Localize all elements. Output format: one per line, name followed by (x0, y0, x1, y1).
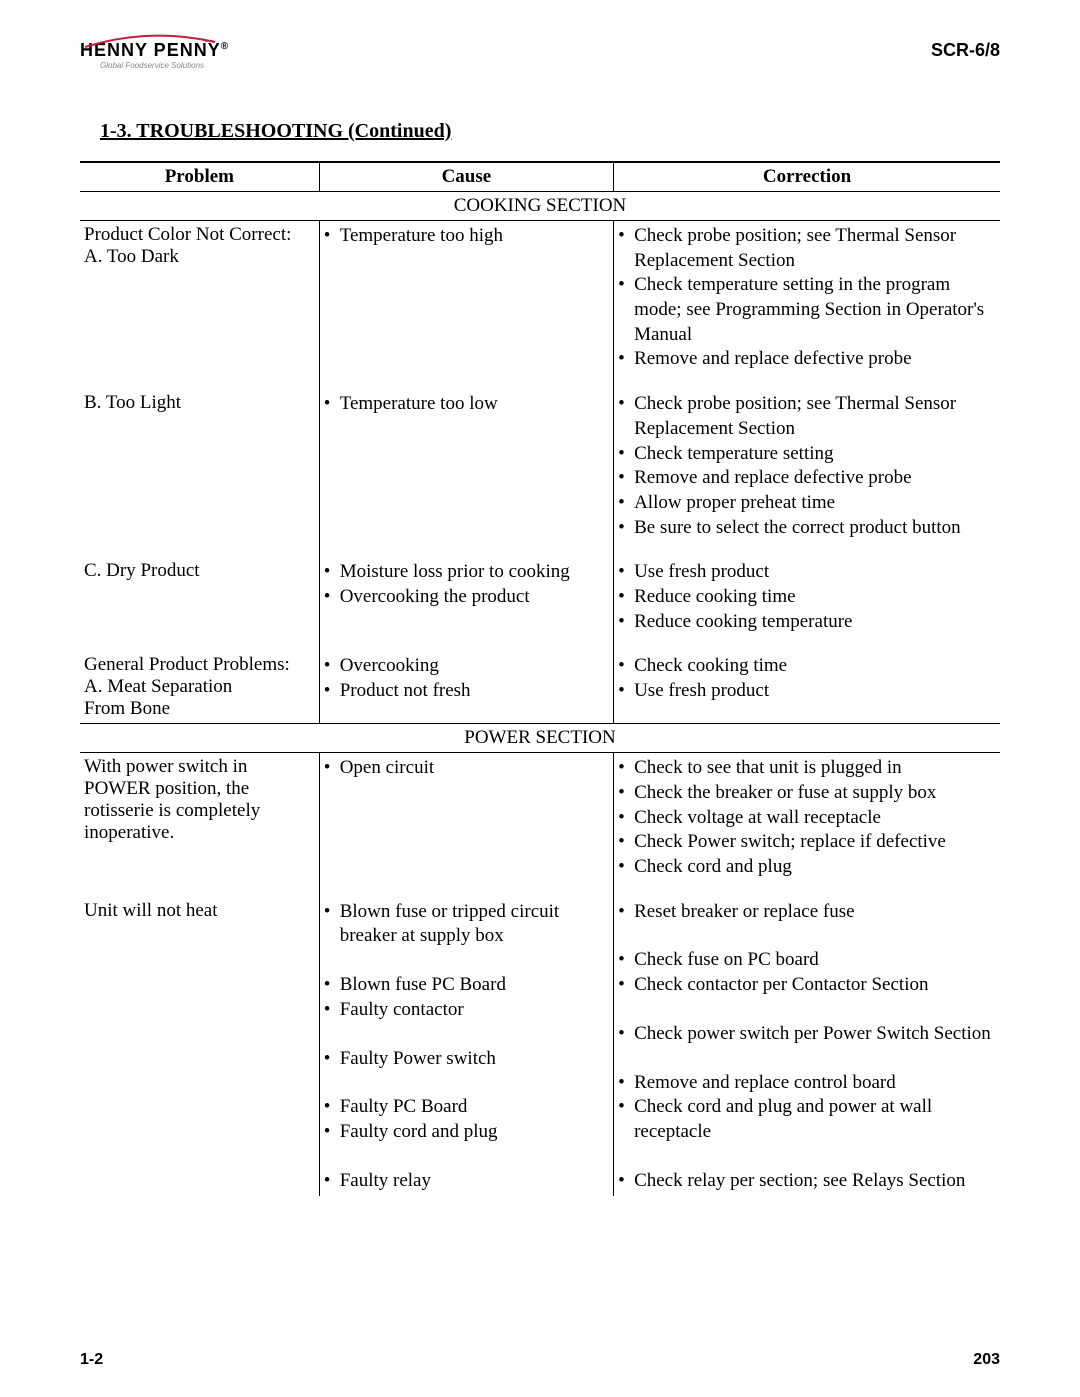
list-item: Check temperature setting (618, 442, 996, 467)
logo-name: HENNY PENNY® (80, 40, 229, 61)
list-item: Check relay per section; see Relays Sect… (618, 1169, 996, 1194)
document-code: SCR-6/8 (931, 40, 1000, 61)
correction-list: Check probe position; see Thermal Sensor… (618, 224, 996, 372)
page-title: 1-3. TROUBLESHOOTING (Continued) (100, 120, 1000, 143)
problem-cell: With power switch in POWER position, the… (80, 753, 319, 883)
cause-cell: Temperature too low (319, 389, 613, 543)
list-item: Use fresh product (618, 679, 996, 704)
list-item: Blown fuse PC Board (324, 973, 609, 998)
cause-list: OvercookingProduct not fresh (324, 654, 609, 703)
list-item: Faulty contactor (324, 998, 609, 1023)
cause-cell: Temperature too high (319, 221, 613, 376)
section-name: POWER SECTION (80, 724, 1000, 753)
list-item: Check fuse on PC board (618, 948, 996, 973)
list-item: Check Power switch; replace if defective (618, 830, 996, 855)
list-item: Temperature too high (324, 224, 609, 249)
spacer-row (80, 637, 1000, 651)
correction-list: Reset breaker or replace fuse Check fuse … (618, 900, 996, 1194)
list-item: Check power switch per Power Switch Sect… (618, 1022, 996, 1047)
col-header-problem: Problem (80, 162, 319, 192)
list-item: Open circuit (324, 756, 609, 781)
list-item: Remove and replace defective probe (618, 466, 996, 491)
cause-cell: Moisture loss prior to cookingOvercookin… (319, 557, 613, 637)
correction-list: Check probe position; see Thermal Sensor… (618, 392, 996, 540)
problem-cell: C. Dry Product (80, 557, 319, 637)
list-item: Reset breaker or replace fuse (618, 900, 996, 925)
list-item: Check probe position; see Thermal Sensor… (618, 224, 996, 273)
page-header: HENNY PENNY® Global Foodservice Solution… (80, 40, 1000, 70)
section-header-row: POWER SECTION (80, 724, 1000, 753)
footer-left: 1-2 (80, 1351, 103, 1369)
list-item: Faulty Power switch (324, 1047, 609, 1072)
list-item: Check cord and plug and power at wall re… (618, 1095, 996, 1144)
table-row: C. Dry ProductMoisture loss prior to coo… (80, 557, 1000, 637)
list-item: Reduce cooking temperature (618, 610, 996, 635)
list-item: Overcooking the product (324, 585, 609, 610)
list-item: Moisture loss prior to cooking (324, 560, 609, 585)
logo-tagline: Global Foodservice Solutions (100, 61, 229, 70)
cause-list: Moisture loss prior to cookingOvercookin… (324, 560, 609, 609)
col-header-cause: Cause (319, 162, 613, 192)
spacer-row (80, 375, 1000, 389)
correction-cell: Check to see that unit is plugged inChec… (614, 753, 1000, 883)
list-item: Check to see that unit is plugged in (618, 756, 996, 781)
correction-list: Use fresh productReduce cooking timeRedu… (618, 560, 996, 634)
list-item: Remove and replace control board (618, 1071, 996, 1096)
list-item: Faulty cord and plug (324, 1120, 609, 1145)
correction-list: Check cooking timeUse fresh product (618, 654, 996, 703)
list-item: Overcooking (324, 654, 609, 679)
list-item: Use fresh product (618, 560, 996, 585)
cause-list: Temperature too high (324, 224, 609, 249)
problem-cell: B. Too Light (80, 389, 319, 543)
correction-cell: Check cooking timeUse fresh product (614, 651, 1000, 724)
table-row: Product Color Not Correct: A. Too DarkTe… (80, 221, 1000, 376)
problem-cell: Unit will not heat (80, 897, 319, 1197)
cause-cell: OvercookingProduct not fresh (319, 651, 613, 724)
list-item: Faulty PC Board (324, 1095, 609, 1120)
spacer-row (80, 883, 1000, 897)
list-item: Check cooking time (618, 654, 996, 679)
list-item: Product not fresh (324, 679, 609, 704)
list-item: Check temperature setting in the program… (618, 273, 996, 347)
footer-right: 203 (973, 1351, 1000, 1369)
correction-cell: Use fresh productReduce cooking timeRedu… (614, 557, 1000, 637)
list-item: Be sure to select the correct product bu… (618, 516, 996, 541)
table-row: General Product Problems: A. Meat Separa… (80, 651, 1000, 724)
correction-cell: Check probe position; see Thermal Sensor… (614, 221, 1000, 376)
problem-cell: General Product Problems: A. Meat Separa… (80, 651, 319, 724)
list-item: Reduce cooking time (618, 585, 996, 610)
col-header-correction: Correction (614, 162, 1000, 192)
cause-cell: Blown fuse or tripped circuit breaker at… (319, 897, 613, 1197)
table-row: With power switch in POWER position, the… (80, 753, 1000, 883)
correction-list: Check to see that unit is plugged inChec… (618, 756, 996, 879)
correction-cell: Reset breaker or replace fuse Check fuse … (614, 897, 1000, 1197)
cause-cell: Open circuit (319, 753, 613, 883)
page-footer: 1-2 203 (80, 1351, 1000, 1369)
table-body: COOKING SECTIONProduct Color Not Correct… (80, 192, 1000, 1197)
table-row: B. Too LightTemperature too low Check pro… (80, 389, 1000, 543)
section-name: COOKING SECTION (80, 192, 1000, 221)
section-header-row: COOKING SECTION (80, 192, 1000, 221)
correction-cell: Check probe position; see Thermal Sensor… (614, 389, 1000, 543)
cause-list: Temperature too low (324, 392, 609, 417)
list-item: Temperature too low (324, 392, 609, 417)
cause-list: Open circuit (324, 756, 609, 781)
table-header-row: Problem Cause Correction (80, 162, 1000, 192)
list-item: Blown fuse or tripped circuit breaker at… (324, 900, 609, 949)
list-item: Check the breaker or fuse at supply box (618, 781, 996, 806)
list-item: Check probe position; see Thermal Sensor… (618, 392, 996, 441)
logo-swoosh-icon (80, 32, 220, 52)
list-item: Allow proper preheat time (618, 491, 996, 516)
list-item: Check cord and plug (618, 855, 996, 880)
list-item: Check voltage at wall receptacle (618, 806, 996, 831)
list-item: Remove and replace defective probe (618, 347, 996, 372)
cause-list: Blown fuse or tripped circuit breaker at… (324, 900, 609, 1194)
brand-logo: HENNY PENNY® Global Foodservice Solution… (80, 40, 229, 70)
spacer-row (80, 543, 1000, 557)
troubleshooting-table: Problem Cause Correction COOKING SECTION… (80, 161, 1000, 1196)
list-item: Check contactor per Contactor Section (618, 973, 996, 998)
table-row: Unit will not heatBlown fuse or tripped … (80, 897, 1000, 1197)
problem-cell: Product Color Not Correct: A. Too Dark (80, 221, 319, 376)
list-item: Faulty relay (324, 1169, 609, 1194)
